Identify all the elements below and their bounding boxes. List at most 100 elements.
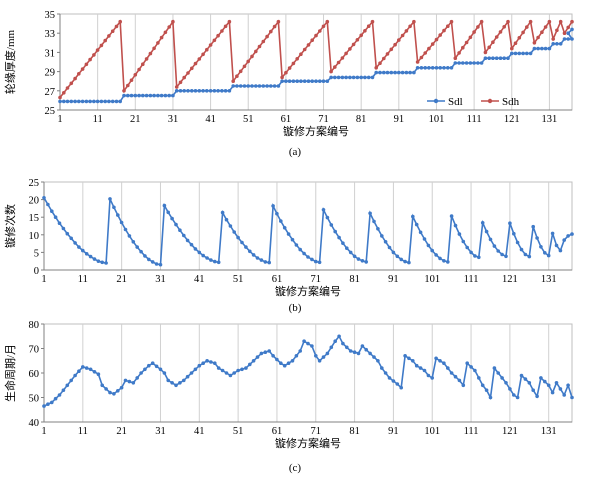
- x-tick-label: 11: [78, 274, 88, 285]
- data-point: [314, 79, 318, 83]
- data-point: [525, 25, 529, 29]
- data-point: [232, 230, 236, 234]
- data-point: [411, 214, 415, 219]
- x-tick-label: 61: [281, 114, 292, 125]
- data-point: [415, 60, 420, 64]
- data-point: [321, 355, 326, 359]
- data-point: [457, 232, 462, 236]
- data-point: [535, 236, 539, 240]
- data-point: [336, 75, 341, 80]
- data-point: [558, 387, 563, 391]
- data-point: [325, 351, 330, 356]
- data-point: [461, 61, 465, 65]
- data-point: [469, 250, 473, 255]
- data-point: [92, 370, 97, 374]
- data-point: [399, 385, 404, 390]
- data-point: [299, 79, 303, 83]
- data-point: [104, 387, 108, 391]
- x-tick-label: 111: [464, 274, 479, 285]
- data-point: [498, 30, 503, 34]
- data-point: [167, 93, 171, 98]
- data-point: [348, 250, 353, 255]
- data-point: [527, 254, 532, 259]
- data-point: [197, 363, 202, 368]
- data-point: [282, 363, 287, 368]
- data-point: [329, 345, 334, 350]
- data-point: [154, 262, 159, 266]
- data-point: [385, 70, 390, 75]
- data-point: [422, 368, 427, 373]
- data-point: [254, 84, 258, 88]
- data-point: [558, 248, 563, 253]
- data-point: [84, 252, 89, 256]
- x-axis-label: 镟修方案编号: [275, 436, 341, 450]
- data-point: [539, 376, 543, 380]
- data-point: [449, 19, 454, 24]
- data-point: [96, 259, 101, 263]
- data-point: [166, 378, 170, 383]
- data-point: [231, 84, 235, 88]
- x-tick-label: 31: [155, 274, 166, 285]
- data-point: [205, 359, 209, 363]
- x-tick-label: 21: [116, 426, 127, 437]
- data-point: [193, 61, 198, 66]
- x-tick-label: 31: [155, 426, 166, 437]
- data-point: [442, 28, 446, 33]
- data-point: [488, 395, 493, 400]
- data-point: [317, 260, 322, 265]
- data-point: [147, 257, 151, 262]
- data-point: [123, 378, 128, 383]
- data-point: [92, 99, 96, 104]
- data-point: [404, 29, 409, 33]
- data-point: [250, 84, 254, 88]
- data-point: [465, 245, 470, 250]
- data-point: [81, 365, 85, 369]
- data-point: [387, 376, 392, 380]
- data-point: [295, 57, 300, 61]
- data-point: [472, 61, 476, 65]
- data-point: [223, 89, 228, 93]
- data-point: [449, 214, 454, 218]
- data-point: [472, 30, 476, 34]
- data-point: [531, 224, 535, 229]
- data-point: [333, 339, 338, 343]
- data-point: [570, 395, 574, 400]
- data-point: [434, 356, 438, 361]
- data-point: [53, 396, 58, 401]
- data-point: [271, 204, 275, 208]
- data-point: [446, 366, 450, 370]
- data-point: [122, 89, 126, 93]
- data-point: [306, 43, 311, 47]
- data-point: [150, 260, 155, 264]
- data-point: [430, 376, 435, 380]
- data-point: [510, 46, 514, 51]
- data-point: [438, 256, 442, 261]
- data-point: [259, 258, 264, 262]
- data-point: [302, 339, 306, 343]
- data-point: [364, 260, 369, 264]
- data-point: [340, 56, 345, 60]
- data-point: [65, 231, 70, 236]
- data-point: [517, 51, 522, 56]
- data-point: [427, 66, 431, 70]
- data-point: [110, 99, 115, 104]
- data-point: [397, 38, 401, 42]
- data-point: [570, 19, 574, 24]
- data-point: [528, 19, 533, 24]
- data-point: [216, 260, 221, 265]
- data-point: [152, 46, 156, 51]
- data-point: [510, 51, 514, 56]
- data-point: [566, 31, 570, 35]
- data-point: [88, 57, 92, 62]
- data-point: [57, 393, 62, 397]
- data-point: [546, 383, 551, 388]
- data-point: [523, 377, 528, 381]
- data-point: [310, 344, 314, 348]
- data-point: [523, 252, 528, 257]
- data-point: [550, 390, 555, 395]
- data-point: [366, 75, 371, 80]
- x-tick-label: 11: [93, 114, 103, 125]
- data-point: [290, 359, 295, 363]
- y-tick-label: 40: [29, 418, 40, 429]
- data-point: [477, 376, 481, 380]
